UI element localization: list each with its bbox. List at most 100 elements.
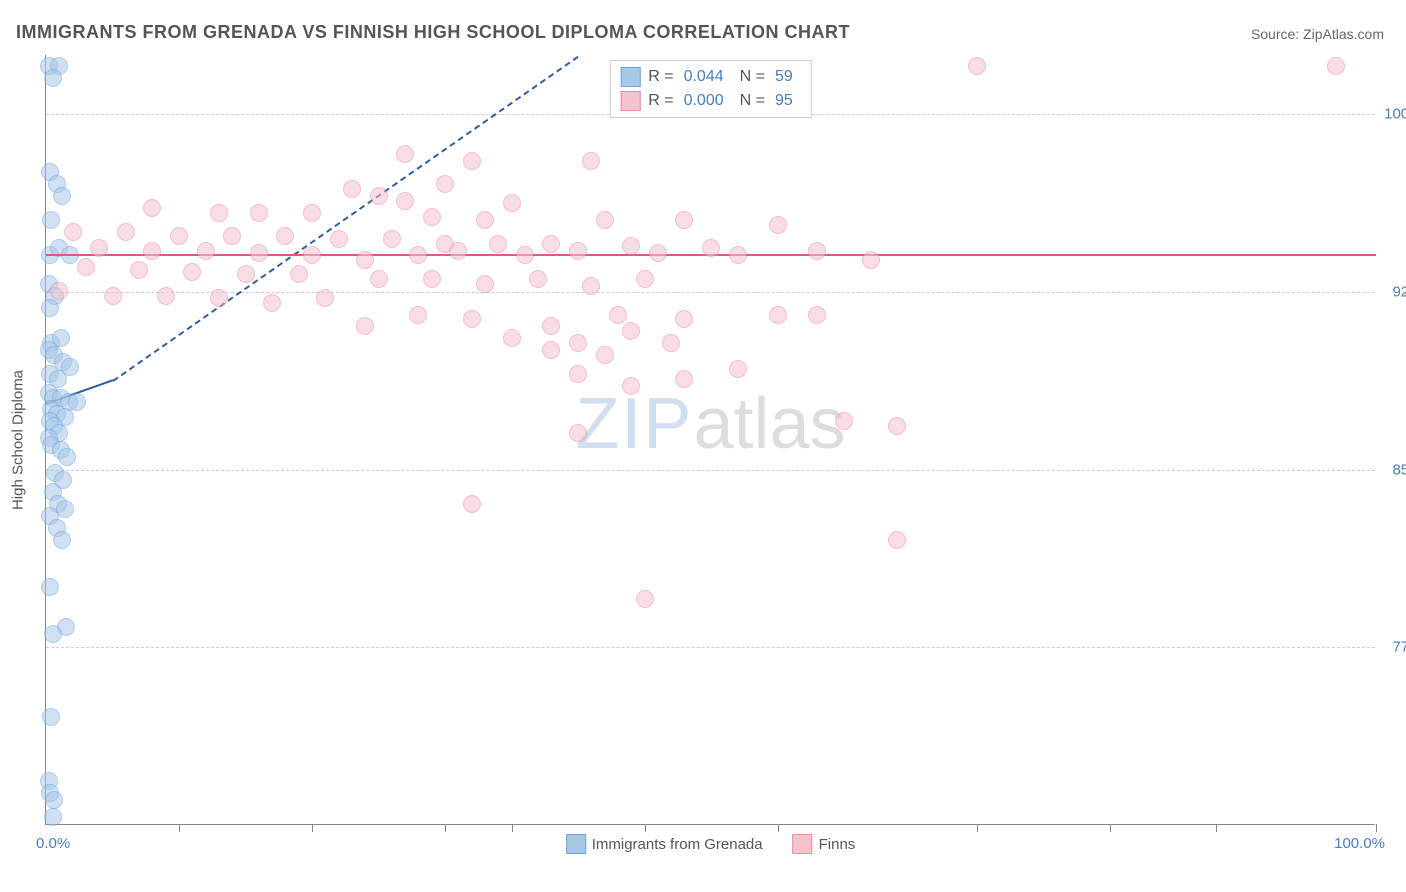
scatter-point-finns (90, 239, 108, 257)
scatter-point-finns (622, 237, 640, 255)
scatter-point-finns (64, 223, 82, 241)
scatter-point-finns (968, 57, 986, 75)
legend-series: Immigrants from GrenadaFinns (566, 834, 856, 854)
legend-swatch (620, 67, 640, 87)
scatter-point-finns (117, 223, 135, 241)
scatter-point-finns (1327, 57, 1345, 75)
watermark-atlas: atlas (693, 384, 845, 464)
source-label: Source: (1251, 26, 1299, 42)
scatter-point-finns (636, 270, 654, 288)
scatter-point-finns (503, 194, 521, 212)
scatter-point-finns (675, 370, 693, 388)
scatter-point-finns (662, 334, 680, 352)
scatter-point-finns (423, 208, 441, 226)
scatter-point-grenada (44, 808, 62, 826)
scatter-point-finns (476, 275, 494, 293)
x-tick (1110, 824, 1111, 832)
scatter-point-finns (675, 211, 693, 229)
scatter-point-finns (569, 424, 587, 442)
scatter-point-finns (582, 152, 600, 170)
scatter-point-finns (210, 289, 228, 307)
scatter-point-finns (370, 187, 388, 205)
scatter-point-finns (223, 227, 241, 245)
scatter-point-finns (542, 341, 560, 359)
legend-correlation-row: R =0.000N =95 (620, 89, 801, 113)
x-tick (1216, 824, 1217, 832)
scatter-point-finns (769, 216, 787, 234)
scatter-point-finns (276, 227, 294, 245)
scatter-point-finns (888, 417, 906, 435)
scatter-point-finns (449, 242, 467, 260)
scatter-point-finns (356, 251, 374, 269)
scatter-point-grenada (53, 187, 71, 205)
x-tick (645, 824, 646, 832)
chart-plot-area: High School Diploma ZIPatlas R =0.044N =… (45, 55, 1375, 825)
legend-series-label: Finns (819, 836, 856, 853)
scatter-point-finns (622, 322, 640, 340)
scatter-point-finns (808, 306, 826, 324)
gridline (46, 470, 1375, 471)
scatter-point-finns (489, 235, 507, 253)
legend-n-value: 95 (775, 92, 793, 110)
scatter-point-finns (197, 242, 215, 260)
legend-n-label: N = (740, 68, 765, 86)
scatter-point-finns (383, 230, 401, 248)
scatter-point-finns (503, 329, 521, 347)
scatter-point-finns (542, 317, 560, 335)
legend-swatch (566, 834, 586, 854)
scatter-point-finns (463, 495, 481, 513)
legend-correlation: R =0.044N =59R =0.000N =95 (609, 60, 812, 118)
scatter-point-finns (356, 317, 374, 335)
gridline (46, 647, 1375, 648)
y-tick-label: 100.0% (1384, 106, 1406, 123)
scatter-point-finns (582, 277, 600, 295)
y-axis-title: High School Diploma (10, 369, 27, 509)
scatter-point-finns (463, 152, 481, 170)
legend-r-label: R = (648, 68, 673, 86)
legend-correlation-row: R =0.044N =59 (620, 65, 801, 89)
scatter-point-finns (729, 246, 747, 264)
scatter-point-finns (303, 246, 321, 264)
scatter-point-finns (862, 251, 880, 269)
scatter-point-finns (808, 242, 826, 260)
scatter-point-finns (330, 230, 348, 248)
scatter-point-finns (316, 289, 334, 307)
scatter-point-finns (569, 365, 587, 383)
scatter-point-finns (702, 239, 720, 257)
scatter-point-finns (436, 175, 454, 193)
scatter-point-finns (183, 263, 201, 281)
scatter-point-finns (569, 242, 587, 260)
x-tick (512, 824, 513, 832)
scatter-point-grenada (42, 211, 60, 229)
watermark-zip: ZIP (575, 384, 693, 464)
scatter-point-finns (609, 306, 627, 324)
scatter-point-finns (463, 310, 481, 328)
scatter-point-finns (769, 306, 787, 324)
scatter-point-grenada (41, 299, 59, 317)
scatter-point-finns (729, 360, 747, 378)
x-tick (445, 824, 446, 832)
scatter-point-finns (476, 211, 494, 229)
legend-swatch (793, 834, 813, 854)
scatter-point-finns (529, 270, 547, 288)
scatter-point-finns (596, 211, 614, 229)
legend-r-value: 0.044 (684, 68, 724, 86)
scatter-point-finns (143, 242, 161, 260)
chart-title: IMMIGRANTS FROM GRENADA VS FINNISH HIGH … (16, 22, 850, 43)
x-tick (1376, 824, 1377, 832)
x-tick (179, 824, 180, 832)
scatter-point-finns (104, 287, 122, 305)
scatter-point-grenada (44, 625, 62, 643)
x-tick (977, 824, 978, 832)
scatter-point-finns (343, 180, 361, 198)
scatter-point-finns (596, 346, 614, 364)
scatter-point-finns (263, 294, 281, 312)
x-axis-max-label: 100.0% (1334, 835, 1385, 852)
scatter-point-grenada (58, 448, 76, 466)
scatter-point-finns (50, 282, 68, 300)
scatter-point-finns (157, 287, 175, 305)
scatter-point-finns (675, 310, 693, 328)
scatter-point-finns (569, 334, 587, 352)
scatter-point-finns (649, 244, 667, 262)
legend-r-label: R = (648, 92, 673, 110)
